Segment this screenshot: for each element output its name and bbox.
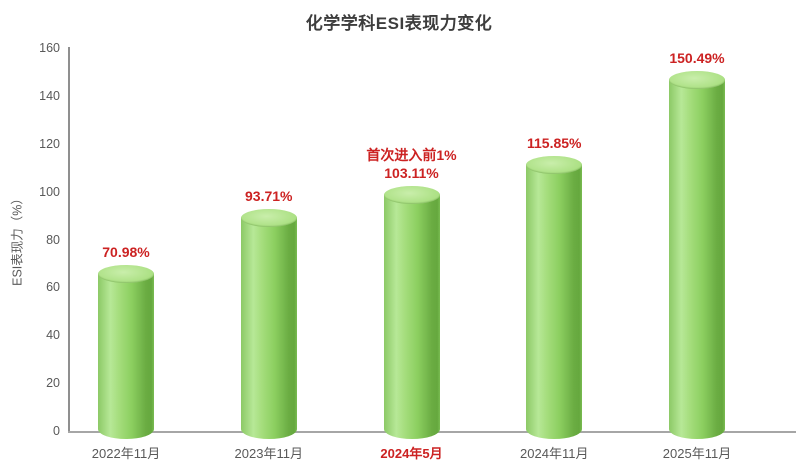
y-tick-label: 0 bbox=[53, 424, 60, 438]
bar-value-label: 93.71% bbox=[189, 187, 349, 205]
bar-value-text: 115.85% bbox=[527, 134, 582, 151]
bar-value-text: 103.11% bbox=[384, 165, 439, 182]
y-tick-label: 140 bbox=[39, 88, 60, 103]
y-tick-label: 160 bbox=[39, 41, 60, 55]
bar-value-text: 93.71% bbox=[245, 188, 293, 205]
cylinder-top-ellipse bbox=[98, 264, 154, 283]
x-tick-label: 2025年11月 bbox=[662, 446, 732, 461]
bar-value-label: 首次进入前1% 103.11% bbox=[332, 146, 492, 182]
bar-value-label: 150.49% bbox=[617, 49, 777, 67]
y-tick-label: 40 bbox=[46, 328, 60, 343]
y-tick-label: 80 bbox=[46, 232, 60, 247]
bar-cylinder bbox=[98, 264, 154, 439]
y-axis-line bbox=[68, 47, 70, 433]
y-tick-label: 100 bbox=[39, 184, 60, 199]
bar-value-text: 70.98% bbox=[102, 243, 150, 260]
bar-group: 70.98% 2022年11月 bbox=[46, 0, 206, 466]
cylinder-top-ellipse bbox=[669, 71, 725, 90]
x-tick-label: 2024年11月 bbox=[520, 446, 589, 461]
bar-cylinder bbox=[240, 209, 297, 439]
bar-group: 首次进入前1% 103.11% 2024年5月 bbox=[332, 0, 492, 466]
x-tick-label: 2022年11月 bbox=[91, 446, 161, 461]
bar-value-text: 150.49% bbox=[669, 50, 725, 67]
bar-annotation: 首次进入前1% bbox=[366, 147, 457, 164]
cylinder-top-ellipse bbox=[526, 155, 583, 174]
x-tick-label: 2024年5月 bbox=[380, 446, 443, 461]
bar-value-label: 70.98% bbox=[46, 243, 206, 261]
y-tick-label: 20 bbox=[46, 376, 60, 391]
bar-group: 93.71% 2023年11月 bbox=[189, 0, 349, 466]
bar-value-label: 115.85% bbox=[474, 134, 634, 152]
chart-title: 化学学科ESI表现力变化 bbox=[305, 14, 493, 33]
y-tick-label: 60 bbox=[46, 280, 60, 295]
cylinder-top-ellipse bbox=[240, 209, 297, 228]
bar-cylinder bbox=[383, 186, 440, 439]
bar-cylinder bbox=[669, 71, 725, 439]
bar-cylinder bbox=[526, 155, 583, 439]
x-tick-label: 2023年11月 bbox=[234, 446, 303, 461]
y-tick-label: 120 bbox=[39, 136, 60, 151]
cylinder-top-ellipse bbox=[383, 186, 440, 205]
bar-group: 115.85% 2024年11月 bbox=[474, 0, 634, 466]
bar-group: 150.49% 2025年11月 bbox=[617, 0, 777, 466]
